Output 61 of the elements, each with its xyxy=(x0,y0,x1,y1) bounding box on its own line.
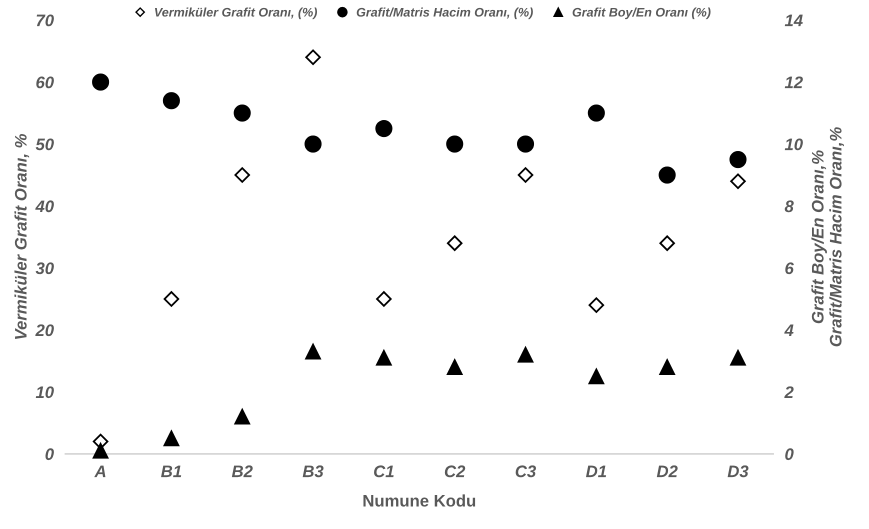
point xyxy=(164,291,180,307)
point xyxy=(234,408,250,425)
y-tick-label: 50 xyxy=(36,138,54,150)
point xyxy=(376,350,392,366)
point xyxy=(729,150,747,168)
point xyxy=(588,368,604,384)
point xyxy=(518,167,534,183)
y2-tick-label: 2 xyxy=(784,386,794,398)
point xyxy=(446,359,463,375)
point xyxy=(516,135,534,153)
point xyxy=(658,166,676,184)
x-tick-label: B3 xyxy=(302,465,324,478)
x-tick-label: C1 xyxy=(374,465,394,478)
legend-label: Grafit Boy/En Oranı (%) xyxy=(572,7,711,20)
point xyxy=(376,291,392,307)
point xyxy=(518,346,534,363)
y-tick-label: 60 xyxy=(36,76,54,88)
y2-tick-label: 6 xyxy=(785,262,794,274)
legend-label: Vermiküler Grafit Oranı, (%) xyxy=(154,7,318,20)
x-tick-label: C2 xyxy=(444,465,466,478)
point xyxy=(92,74,110,91)
point xyxy=(588,297,604,313)
point xyxy=(304,135,322,153)
point xyxy=(730,350,746,366)
x-tick-label: B1 xyxy=(161,466,182,478)
y-tick-label: 70 xyxy=(36,14,54,26)
x-tick-label: D3 xyxy=(728,465,748,478)
x-tick-label: D1 xyxy=(586,466,606,478)
y-tick-label: 30 xyxy=(36,262,54,274)
point xyxy=(92,442,108,459)
y2-tick-label: 14 xyxy=(784,14,803,26)
y2-tick-label: 8 xyxy=(784,200,794,212)
point xyxy=(588,104,605,122)
point xyxy=(659,359,676,375)
point xyxy=(659,235,675,251)
y2-tick-label: 10 xyxy=(784,138,803,150)
x-tick-label: D2 xyxy=(656,465,678,478)
point xyxy=(375,120,392,138)
x-tick-label: C3 xyxy=(516,465,536,478)
y-axis-title: Vermiküler Grafit Oranı, % xyxy=(14,134,30,340)
y-tick-label: 10 xyxy=(36,386,54,398)
point xyxy=(730,173,746,189)
y-tick-label: 40 xyxy=(35,200,54,212)
point xyxy=(234,167,250,183)
point xyxy=(305,50,321,66)
point xyxy=(446,135,464,153)
y2-tick-label: 0 xyxy=(785,448,794,460)
point xyxy=(162,92,180,110)
point xyxy=(305,344,321,360)
y-tick-label: 0 xyxy=(45,448,54,460)
point xyxy=(446,235,462,251)
point xyxy=(164,430,180,446)
legend-label: Grafit/Matris Hacim Oranı, (%) xyxy=(356,7,533,20)
point xyxy=(234,104,251,122)
x-tick-label: B2 xyxy=(232,465,253,478)
y2-axis-title: Grafit Boy/En Oranı,% Grafit/Matris Hacim Oranı,% xyxy=(811,127,844,346)
x-tick-label: A xyxy=(94,466,106,478)
y-tick-label: 20 xyxy=(35,324,54,336)
y2-tick-label: 12 xyxy=(784,76,803,88)
y2-tick-label: 4 xyxy=(784,324,794,336)
x-axis-title: Numune Kodu xyxy=(363,494,476,507)
